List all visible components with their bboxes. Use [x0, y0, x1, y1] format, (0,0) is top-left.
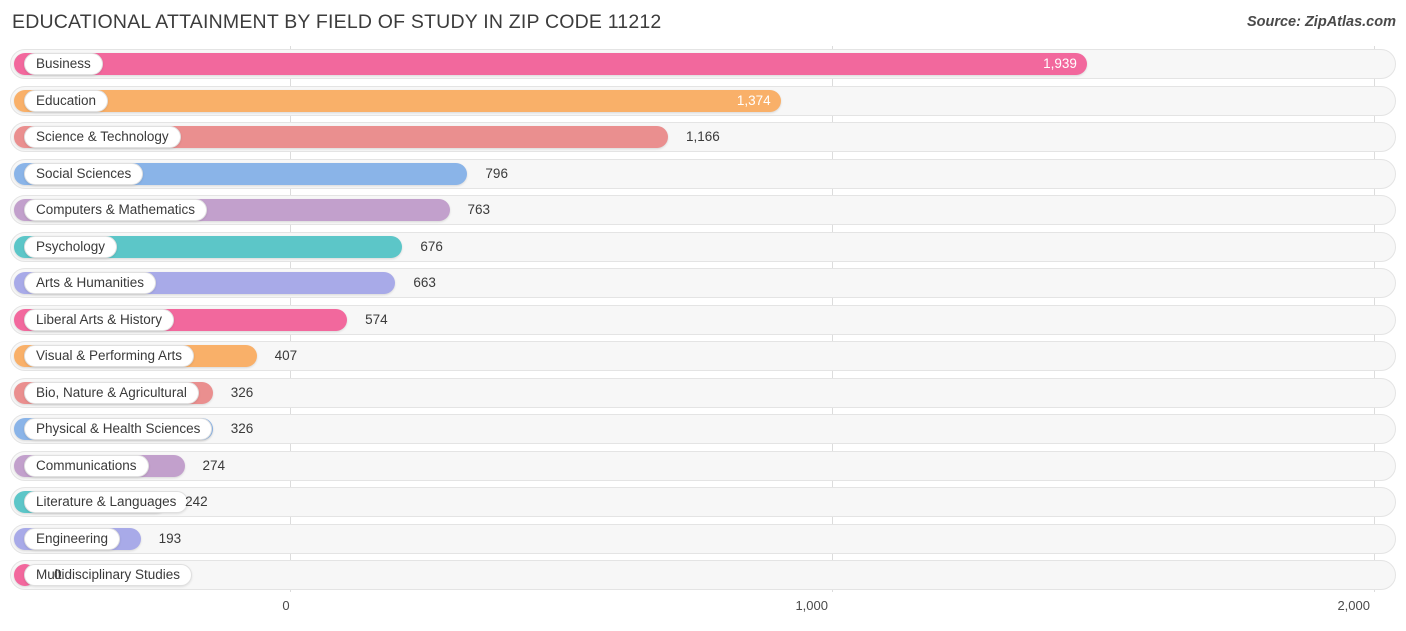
category-label-pill: Computers & Mathematics: [24, 199, 208, 221]
plot-area: Business 1,939 Education 1,374 Science & Tec…: [0, 44, 1406, 592]
bar-value-label: 0: [54, 567, 62, 583]
bar-track: [10, 414, 1396, 444]
category-label-pill: Multidisciplinary Studies: [24, 564, 193, 586]
category-label: Engineering: [36, 530, 109, 546]
bar-value-label: 796: [485, 165, 508, 181]
category-label-pill: Liberal Arts & History: [24, 308, 175, 331]
chart-header: EDUCATIONAL ATTAINMENT BY FIELD OF STUDY…: [0, 0, 1406, 44]
category-label: Liberal Arts & History: [36, 311, 163, 327]
category-label-pill: Communications: [24, 454, 149, 477]
category-label-pill: Social Sciences: [24, 162, 144, 185]
category-label: Psychology: [36, 238, 106, 254]
category-label: Multidisciplinary Studies: [36, 567, 181, 583]
axis-tick-label: 2,000: [1337, 598, 1370, 613]
bar-value-label: 193: [158, 530, 182, 546]
bar-value-label: 242: [185, 494, 208, 510]
category-label: Bio, Nature & Agricultural: [36, 384, 187, 400]
category-label-pill: Literature & Languages: [24, 491, 189, 513]
category-label: Arts & Humanities: [36, 275, 145, 291]
bar-track: [10, 487, 1396, 517]
category-label-pill: Business: [24, 53, 103, 75]
category-label-pill: Science & Technology: [24, 126, 181, 148]
category-label: Education: [36, 92, 97, 108]
bar-value-label: 1,939: [1043, 56, 1077, 72]
category-label-pill: Visual & Performing Arts: [24, 345, 195, 367]
category-label: Social Sciences: [36, 165, 132, 181]
category-label: Communications: [36, 457, 137, 473]
bar-value-label: 663: [413, 275, 436, 291]
source-attribution: Source: ZipAtlas.com: [1246, 14, 1396, 30]
bar-track: [10, 523, 1396, 554]
bar-value-label: 1,166: [685, 129, 720, 145]
category-label-pill: Education: [24, 89, 109, 112]
bar-value-label: 274: [202, 457, 226, 473]
x-axis: 0 1,000 2,000: [0, 592, 1406, 631]
category-label: Business: [36, 56, 91, 72]
bar[interactable]: [14, 53, 1087, 75]
page-title: EDUCATIONAL ATTAINMENT BY FIELD OF STUDY…: [12, 11, 662, 33]
category-label: Science & Technology: [36, 129, 169, 145]
axis-tick-label: 0: [282, 598, 290, 613]
axis-tick-label: 1,000: [795, 598, 828, 613]
category-label-pill: Bio, Nature & Agricultural: [24, 381, 199, 404]
category-label-pill: Engineering: [24, 527, 121, 550]
bar-track: [10, 560, 1396, 590]
category-label: Computers & Mathematics: [36, 202, 196, 218]
category-label: Literature & Languages: [36, 494, 177, 510]
bar-value-label: 763: [467, 202, 491, 218]
bar-rows: Business 1,939 Education 1,374 Science & Tec…: [0, 44, 1406, 592]
category-label-pill: Physical & Health Sciences: [24, 418, 213, 440]
bar-value-label: 1,374: [736, 92, 771, 108]
bar-value-label: 326: [230, 421, 254, 437]
bar[interactable]: [14, 89, 781, 112]
category-label: Physical & Health Sciences: [36, 421, 201, 437]
bar-value-label: 676: [420, 238, 443, 254]
bar-value-label: 326: [230, 384, 254, 400]
bar-value-label: 574: [365, 311, 388, 327]
category-label-pill: Arts & Humanities: [24, 272, 157, 294]
bar-track: [10, 450, 1396, 481]
category-label: Visual & Performing Arts: [36, 348, 183, 364]
category-label-pill: Psychology: [24, 235, 118, 258]
bar-value-label: 407: [274, 348, 298, 364]
bar-track: [10, 377, 1396, 408]
